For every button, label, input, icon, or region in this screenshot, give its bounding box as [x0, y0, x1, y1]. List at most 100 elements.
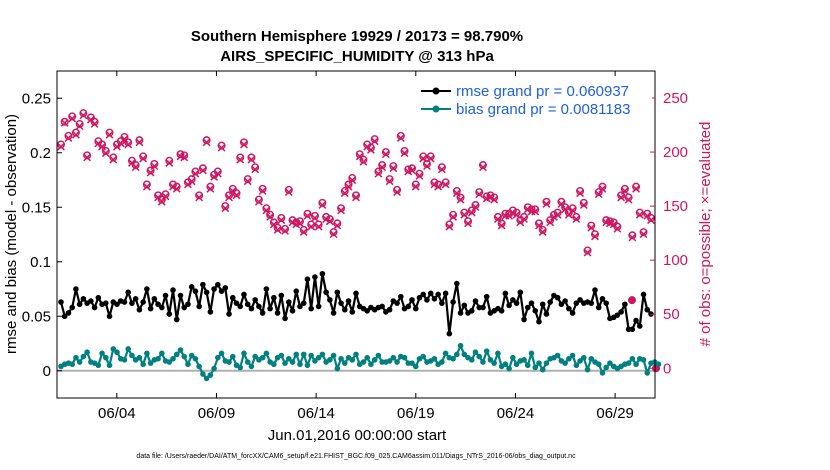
rmse-series-point	[592, 287, 598, 293]
obs-evaluated-point	[434, 182, 443, 191]
rmse-series-point	[640, 291, 647, 298]
obs-possible-point	[415, 169, 424, 178]
obs-evaluated-point	[195, 193, 204, 202]
bias-series-point	[99, 350, 105, 357]
bias-series-point	[536, 360, 542, 366]
rmse-series-point	[461, 302, 468, 309]
bias-series-point	[562, 360, 568, 366]
obs-possible-point	[284, 185, 293, 194]
bias-series-point	[259, 354, 266, 361]
bias-series-point	[532, 364, 539, 371]
bias-series-point	[285, 355, 292, 362]
obs-evaluated-point	[240, 140, 248, 149]
obs-evaluated-point	[490, 195, 499, 204]
obs-evaluated-point	[370, 137, 379, 146]
obs-possible-point	[191, 167, 200, 176]
rmse-series-point	[267, 305, 273, 312]
obs-possible-point	[568, 204, 577, 213]
bias-series-point	[293, 351, 300, 358]
rmse-series-point	[629, 326, 636, 333]
rmse-series-point	[349, 309, 356, 315]
obs-evaluated-point	[217, 143, 226, 152]
bias-series-point	[327, 357, 333, 363]
obs-evaluated-point	[60, 118, 69, 127]
bias-series-point	[300, 351, 307, 358]
rmse-series-point	[472, 298, 479, 304]
obs-evaluated-point	[520, 215, 528, 224]
rmse-series-point	[215, 281, 221, 288]
y-left-tick-label: 0	[43, 363, 51, 380]
obs-evaluated-point	[307, 222, 316, 231]
obs-evaluated-point	[71, 130, 80, 139]
obs-evaluated-point	[57, 142, 65, 151]
bias-series-point	[84, 349, 90, 356]
bias-series-point	[577, 358, 583, 364]
obs-evaluated-point	[471, 203, 480, 212]
bias-series-point	[368, 361, 374, 368]
bias-series-point	[129, 352, 135, 359]
obs-evaluated-point	[254, 197, 263, 206]
obs-possible-point	[150, 159, 159, 168]
obs-possible-point	[396, 131, 405, 140]
rmse-series-point	[226, 311, 232, 317]
rmse-series-point	[409, 297, 415, 303]
rmse-series-point	[622, 301, 628, 308]
bias-series-point	[192, 355, 199, 362]
obs-evaluated-point	[269, 220, 278, 229]
y-axis-right-label: # of obs: o=possible; ×=evaluated	[697, 122, 714, 347]
obs-evaluated-point	[449, 213, 458, 221]
bias-series-point	[289, 359, 296, 365]
rmse-series-point	[577, 297, 583, 303]
obs-evaluated-point	[437, 165, 446, 174]
rmse-series-point	[614, 312, 621, 318]
obs-evaluated-point	[594, 190, 603, 199]
obs-evaluated-point	[411, 182, 420, 191]
rmse-series-point	[405, 303, 412, 310]
bias-series-point	[73, 354, 79, 361]
obs-possible-point	[632, 182, 641, 191]
rmse-series-point	[162, 292, 169, 299]
bias-series-point	[110, 346, 117, 352]
y-right-tick-label: 0	[663, 360, 671, 377]
x-axis-label: Jun.01,2016 00:00:00 start	[268, 427, 447, 444]
obs-possible-point	[131, 161, 140, 170]
obs-possible-point	[83, 151, 92, 160]
bias-series-point	[569, 352, 576, 359]
y-left-tick-label: 0.15	[22, 199, 51, 216]
rmse-series-point	[304, 276, 311, 282]
obs-possible-point	[225, 191, 234, 200]
bias-series-point	[166, 359, 173, 365]
bias-series-point	[159, 350, 165, 357]
obs-evaluated-point	[456, 195, 465, 204]
obs-possible-point	[273, 223, 282, 232]
obs-possible-point	[538, 225, 547, 234]
rmse-series-point	[442, 290, 449, 297]
obs-possible-point	[579, 198, 588, 207]
obs-evaluated-point	[64, 134, 73, 142]
bias-series-point	[215, 354, 221, 361]
obs-evaluated-point	[598, 184, 607, 193]
bias-series-point	[203, 375, 210, 382]
bias-series-point	[244, 359, 251, 365]
bias-series-point	[480, 359, 486, 365]
obs-possible-point	[176, 150, 185, 159]
obs-possible-point	[456, 193, 465, 202]
obs-possible-point	[348, 174, 357, 183]
obs-evaluated-point	[198, 166, 207, 175]
obs-evaluated-point	[445, 222, 454, 231]
obs-possible-point	[546, 216, 555, 225]
rmse-series-point	[644, 306, 651, 313]
bias-series-point	[595, 361, 602, 368]
bias-series-point	[102, 354, 109, 361]
bias-series-point	[341, 360, 348, 366]
rmse-series-point	[521, 316, 527, 323]
obs-evaluated-point	[587, 223, 596, 232]
y-left-tick-label: 0.2	[30, 145, 51, 162]
rmse-series-point	[233, 300, 240, 306]
obs-possible-point	[437, 163, 446, 172]
rmse-series-point	[300, 300, 307, 306]
rmse-series-point	[345, 298, 352, 304]
bias-series-point	[282, 360, 288, 366]
obs-evaluated-point	[441, 180, 450, 189]
rmse-series-point	[506, 302, 512, 309]
